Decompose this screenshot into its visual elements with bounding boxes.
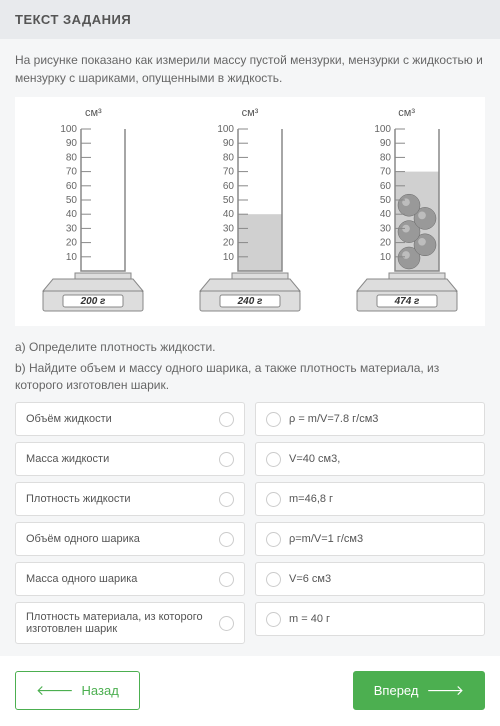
- svg-text:80: 80: [66, 152, 78, 163]
- questions-block: a) Определите плотность жидкости. b) Най…: [15, 334, 485, 402]
- svg-text:90: 90: [66, 138, 78, 149]
- svg-text:474 г: 474 г: [393, 296, 419, 307]
- svg-text:60: 60: [380, 181, 392, 192]
- left-option-label: Масса одного шарика: [26, 573, 137, 585]
- left-option[interactable]: Объём жидкости: [15, 402, 245, 436]
- radio-icon: [219, 616, 234, 631]
- svg-text:30: 30: [223, 223, 235, 234]
- svg-text:20: 20: [223, 238, 235, 249]
- right-option-label: m = 40 г: [289, 613, 330, 625]
- svg-text:30: 30: [380, 223, 392, 234]
- left-column: Объём жидкости Масса жидкости Плотность жи…: [15, 402, 245, 644]
- cylinder-3: см³ 100 90 80 70 60 50 40 30 20 10 474 г: [347, 107, 467, 321]
- arrow-right-icon: 🡒: [426, 682, 464, 699]
- left-option-label: Объём жидкости: [26, 413, 112, 425]
- svg-text:100: 100: [61, 124, 78, 135]
- right-option-label: ρ = m/V=7.8 г/см3: [289, 413, 378, 425]
- svg-text:50: 50: [66, 195, 78, 206]
- radio-icon: [266, 572, 281, 587]
- svg-text:70: 70: [223, 167, 235, 178]
- back-button[interactable]: 🡐 Назад: [15, 671, 140, 710]
- svg-text:100: 100: [374, 124, 391, 135]
- right-option[interactable]: V=40 см3,: [255, 442, 485, 476]
- svg-text:70: 70: [66, 167, 78, 178]
- left-option[interactable]: Плотность материала, из которого изготов…: [15, 602, 245, 644]
- right-option-label: V=6 см3: [289, 573, 331, 585]
- svg-text:200 г: 200 г: [80, 296, 106, 307]
- right-option-label: m=46,8 г: [289, 493, 333, 505]
- svg-text:70: 70: [380, 167, 392, 178]
- question-a: a) Определите плотность жидкости.: [15, 339, 485, 356]
- left-option[interactable]: Масса жидкости: [15, 442, 245, 476]
- content-area: На рисунке показано как измерили массу п…: [0, 39, 500, 656]
- task-description: На рисунке показано как измерили массу п…: [15, 51, 485, 87]
- cylinder-1: см³ 100 90 80 70 60 50 40 30 20 10 200 г: [33, 107, 153, 321]
- svg-text:90: 90: [380, 138, 392, 149]
- svg-text:60: 60: [223, 181, 235, 192]
- svg-text:40: 40: [66, 209, 78, 220]
- right-option[interactable]: ρ = m/V=7.8 г/см3: [255, 402, 485, 436]
- radio-icon: [219, 572, 234, 587]
- right-option[interactable]: m = 40 г: [255, 602, 485, 636]
- cylinder-svg: 100 90 80 70 60 50 40 30 20 10 240 г: [190, 121, 310, 321]
- left-option-label: Объём одного шарика: [26, 533, 140, 545]
- right-option-label: ρ=m/V=1 г/см3: [289, 533, 363, 545]
- svg-text:30: 30: [66, 223, 78, 234]
- header-title: ТЕКСТ ЗАДАНИЯ: [15, 12, 131, 27]
- svg-text:80: 80: [223, 152, 235, 163]
- svg-text:20: 20: [66, 238, 78, 249]
- cylinder-unit-label: см³: [33, 107, 153, 119]
- left-option[interactable]: Плотность жидкости: [15, 482, 245, 516]
- radio-icon: [219, 532, 234, 547]
- svg-text:50: 50: [380, 195, 392, 206]
- right-option[interactable]: ρ=m/V=1 г/см3: [255, 522, 485, 556]
- svg-text:60: 60: [66, 181, 78, 192]
- back-label: Назад: [82, 683, 119, 698]
- svg-text:10: 10: [66, 252, 78, 263]
- right-column: ρ = m/V=7.8 г/см3 V=40 см3, m=46,8 г ρ=m/V=…: [255, 402, 485, 644]
- left-option-label: Масса жидкости: [26, 453, 109, 465]
- radio-icon: [266, 492, 281, 507]
- question-b: b) Найдите объем и массу одного шарика, …: [15, 360, 485, 394]
- cylinder-unit-label: см³: [190, 107, 310, 119]
- next-label: Вперед: [374, 683, 419, 698]
- svg-text:100: 100: [217, 124, 234, 135]
- radio-icon: [266, 612, 281, 627]
- cylinder-svg: 100 90 80 70 60 50 40 30 20 10 200 г: [33, 121, 153, 321]
- left-option[interactable]: Объём одного шарика: [15, 522, 245, 556]
- svg-text:50: 50: [223, 195, 235, 206]
- svg-text:240 г: 240 г: [237, 296, 263, 307]
- next-button[interactable]: Вперед 🡒: [353, 671, 485, 710]
- radio-icon: [219, 452, 234, 467]
- left-option[interactable]: Масса одного шарика: [15, 562, 245, 596]
- svg-text:20: 20: [380, 238, 392, 249]
- radio-icon: [266, 412, 281, 427]
- cylinder-svg: 100 90 80 70 60 50 40 30 20 10 474 г: [347, 121, 467, 321]
- footer-nav: 🡐 Назад Вперед 🡒: [0, 656, 500, 725]
- matching-area: Объём жидкости Масса жидкости Плотность жи…: [15, 402, 485, 644]
- svg-text:90: 90: [223, 138, 235, 149]
- svg-text:80: 80: [380, 152, 392, 163]
- right-option[interactable]: V=6 см3: [255, 562, 485, 596]
- svg-text:40: 40: [223, 209, 235, 220]
- radio-icon: [219, 412, 234, 427]
- task-header: ТЕКСТ ЗАДАНИЯ: [0, 0, 500, 39]
- cylinders-figure: см³ 100 90 80 70 60 50 40 30 20 10 200 г см³ 100 90 80 7…: [15, 97, 485, 326]
- svg-text:10: 10: [380, 252, 392, 263]
- svg-text:40: 40: [380, 209, 392, 220]
- left-option-label: Плотность жидкости: [26, 493, 131, 505]
- left-option-label: Плотность материала, из которого изготов…: [26, 611, 219, 635]
- cylinder-unit-label: см³: [347, 107, 467, 119]
- radio-icon: [266, 532, 281, 547]
- radio-icon: [266, 452, 281, 467]
- cylinder-2: см³ 100 90 80 70 60 50 40 30 20 10 240 г: [190, 107, 310, 321]
- arrow-left-icon: 🡐: [36, 682, 74, 699]
- right-option-label: V=40 см3,: [289, 453, 340, 465]
- radio-icon: [219, 492, 234, 507]
- svg-text:10: 10: [223, 252, 235, 263]
- right-option[interactable]: m=46,8 г: [255, 482, 485, 516]
